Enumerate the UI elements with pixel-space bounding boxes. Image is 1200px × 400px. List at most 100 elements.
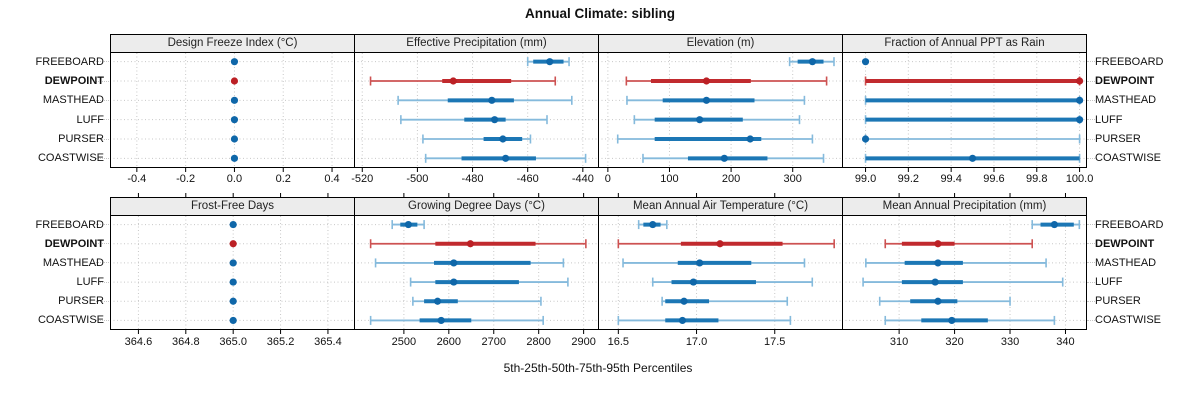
axis-tick-label: 340 xyxy=(1056,336,1075,348)
median-dot xyxy=(229,316,237,325)
axis-tick-label: 364.6 xyxy=(124,336,153,348)
panel-plot xyxy=(842,193,1087,334)
median-dot xyxy=(861,58,870,66)
x-axis-label: 5th-25th-50th-75th-95th Percentiles xyxy=(503,361,693,375)
median-dot xyxy=(499,135,507,143)
gridline-leader xyxy=(1087,224,1095,226)
axis-tick-label: 16.5 xyxy=(607,336,630,348)
axis-tick-label: 310 xyxy=(889,336,909,348)
panel-header: Design Freeze Index (°C) xyxy=(110,34,354,52)
axis-tick-label: 99.6 xyxy=(983,173,1005,185)
gridline-leader xyxy=(96,61,109,63)
axis-tick-label: 365.2 xyxy=(266,336,295,348)
median-dot xyxy=(702,96,711,104)
gridline-leader xyxy=(1087,281,1095,283)
station-label: PURSER xyxy=(1095,133,1141,145)
median-dot xyxy=(689,278,698,286)
median-dot xyxy=(229,278,237,286)
station-label: MASTHEAD xyxy=(42,94,104,107)
axis-tick-label: 17.0 xyxy=(685,336,708,348)
axis-tick-label: -520 xyxy=(351,173,374,185)
panel-header: Fraction of Annual PPT as Rain xyxy=(842,34,1087,52)
median-dot xyxy=(433,297,442,305)
panel-header: Growing Degree Days (°C) xyxy=(354,197,598,215)
median-dot xyxy=(702,77,711,85)
median-dot xyxy=(746,135,754,143)
gridline-leader xyxy=(1087,119,1095,121)
axis-tick-label: 2500 xyxy=(391,336,417,348)
median-dot xyxy=(488,96,496,104)
median-dot xyxy=(934,240,942,248)
axis-tick-label: 0.0 xyxy=(226,173,243,185)
axis-tick-label: -0.4 xyxy=(127,173,147,185)
panel-header: Frost-Free Days xyxy=(110,197,354,215)
axis-tick-label: -440 xyxy=(571,173,594,185)
gridline-leader xyxy=(1087,61,1095,63)
panel-header: Effective Precipitation (mm) xyxy=(354,34,598,52)
station-label: MASTHEAD xyxy=(1095,94,1157,107)
axis-tick-label: 330 xyxy=(1000,336,1020,348)
median-dot xyxy=(678,316,687,325)
panel-header: Elevation (m) xyxy=(598,34,842,52)
median-dot xyxy=(404,220,412,229)
axis-tick-label: 99.8 xyxy=(1026,173,1048,185)
median-dot xyxy=(696,259,704,267)
gridline-leader xyxy=(1087,138,1095,140)
panel-plot xyxy=(598,193,842,334)
median-dot xyxy=(716,240,724,248)
axis-tick-label: 99.2 xyxy=(897,173,920,185)
axis-tick-label: 365.0 xyxy=(219,336,247,348)
station-label: DEWPOINT xyxy=(44,237,104,250)
panel-plot xyxy=(842,52,1087,172)
median-dot xyxy=(491,116,499,124)
gridline-leader xyxy=(96,319,109,321)
chart-title: Annual Climate: sibling xyxy=(524,6,675,21)
axis-tick-label: 0.4 xyxy=(324,173,340,185)
gridline-leader xyxy=(1087,243,1095,245)
panel-plot xyxy=(598,52,842,172)
axis-tick-label: -500 xyxy=(406,173,429,185)
panel-plot xyxy=(354,52,598,172)
gridline-leader xyxy=(96,157,109,159)
gridline-leader xyxy=(1087,319,1095,321)
station-label: FREEBOARD xyxy=(1095,55,1164,68)
median-dot xyxy=(449,77,457,85)
axis-tick-label: 2800 xyxy=(526,336,551,348)
gridline-leader xyxy=(1087,99,1095,101)
axis-tick-label: 2900 xyxy=(571,336,596,348)
station-label: PURSER xyxy=(58,133,104,145)
panel-header: Mean Annual Precipitation (mm) xyxy=(842,197,1087,215)
station-label: MASTHEAD xyxy=(1095,256,1157,269)
gridline-leader xyxy=(1087,80,1095,82)
gridline-leader xyxy=(96,138,109,140)
axis-tick-label: 2700 xyxy=(481,336,506,348)
median-dot xyxy=(649,220,657,229)
station-label: DEWPOINT xyxy=(1095,237,1155,250)
gridline-leader xyxy=(96,119,109,121)
median-dot xyxy=(230,77,239,85)
panel-plot xyxy=(110,193,354,334)
median-dot xyxy=(680,297,688,305)
median-dot xyxy=(230,116,239,124)
axis-tick-label: 100.0 xyxy=(1065,173,1094,185)
axis-tick-label: 300 xyxy=(783,173,802,185)
median-dot xyxy=(696,116,704,124)
median-dot xyxy=(229,240,237,248)
axis-tick-label: 0.2 xyxy=(275,173,291,185)
panel-plot xyxy=(110,52,354,172)
axis-tick-label: 0 xyxy=(604,173,611,185)
median-dot xyxy=(229,259,237,267)
median-dot xyxy=(230,154,239,162)
station-label: DEWPOINT xyxy=(44,75,104,87)
axis-tick-label: -460 xyxy=(516,173,539,185)
axis-tick-label: 99.0 xyxy=(854,173,877,185)
median-dot xyxy=(948,316,956,325)
median-dot xyxy=(861,135,870,143)
median-dot xyxy=(230,58,239,66)
station-label: PURSER xyxy=(58,295,104,308)
median-dot xyxy=(230,96,239,104)
median-dot xyxy=(1075,77,1084,85)
station-label: MASTHEAD xyxy=(42,256,104,269)
gridline-leader xyxy=(1087,300,1095,302)
